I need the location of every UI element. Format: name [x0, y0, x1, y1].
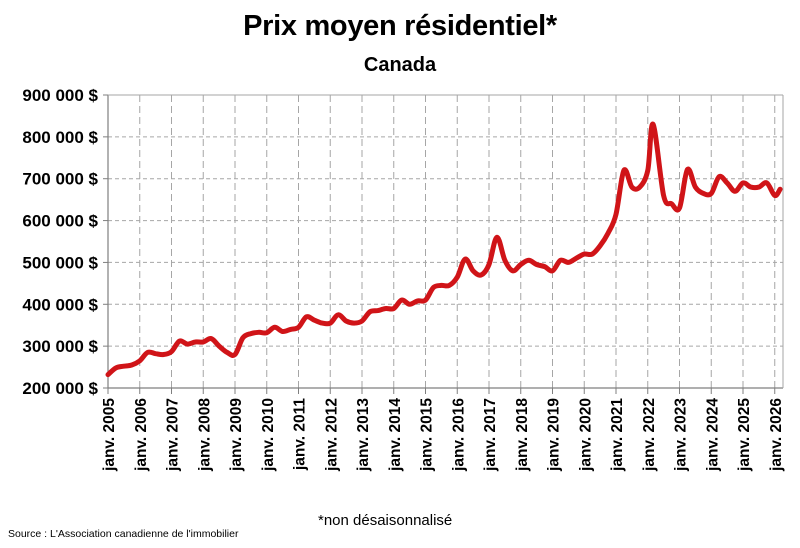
y-axis-labels: 200 000 $ 300 000 $ 400 000 $ 500 000 $ 600 … [22, 86, 98, 398]
y-tick-label: 700 000 $ [22, 170, 98, 189]
source-note: Source : L'Association canadienne de l'i… [8, 528, 239, 540]
x-tick-label: janv. 2010 [260, 398, 277, 472]
x-tick-label: janv. 2022 [641, 398, 658, 472]
footnote: *non désaisonnalisé [318, 512, 453, 529]
y-tick-label: 600 000 $ [22, 212, 98, 231]
x-tick-label: janv. 2015 [419, 398, 436, 472]
x-tick-label: janv. 2009 [228, 398, 245, 472]
y-tick-label: 400 000 $ [22, 295, 98, 314]
price-line [105, 121, 783, 378]
chart-subtitle: Canada [363, 54, 437, 76]
x-tick-label: janv. 2025 [736, 398, 753, 472]
x-tick-label: janv. 2006 [133, 398, 150, 472]
x-tick-label: janv. 2026 [768, 398, 785, 472]
grid-lines [108, 94, 783, 388]
x-tick-label: janv. 2020 [577, 398, 594, 472]
axes [103, 94, 784, 394]
chart-title: Prix moyen résidentiel* [243, 10, 557, 42]
x-tick-label: janv. 2018 [514, 398, 531, 472]
x-tick-label: janv. 2019 [546, 398, 563, 472]
x-tick-label: janv. 2024 [704, 398, 721, 472]
x-tick-label: janv. 2016 [450, 398, 467, 472]
x-axis-labels: janv. 2005 janv. 2006 janv. 2007 janv. 2008… [101, 398, 785, 472]
x-tick-label: janv. 2014 [387, 398, 404, 472]
y-tick-label: 300 000 $ [22, 337, 98, 356]
x-tick-label: janv. 2011 [292, 398, 309, 471]
y-tick-label: 200 000 $ [22, 379, 98, 398]
x-tick-label: janv. 2023 [673, 398, 690, 472]
x-tick-label: janv. 2021 [609, 398, 626, 472]
x-tick-label: janv. 2007 [165, 398, 182, 472]
x-tick-label: janv. 2013 [355, 398, 372, 472]
x-tick-label: janv. 2017 [482, 398, 499, 472]
y-tick-label: 800 000 $ [22, 128, 98, 147]
y-tick-label: 500 000 $ [22, 253, 98, 272]
x-tick-label: janv. 2005 [101, 398, 118, 472]
x-tick-label: janv. 2008 [196, 398, 213, 472]
x-tick-label: janv. 2012 [323, 398, 340, 472]
y-tick-label: 900 000 $ [22, 86, 98, 105]
